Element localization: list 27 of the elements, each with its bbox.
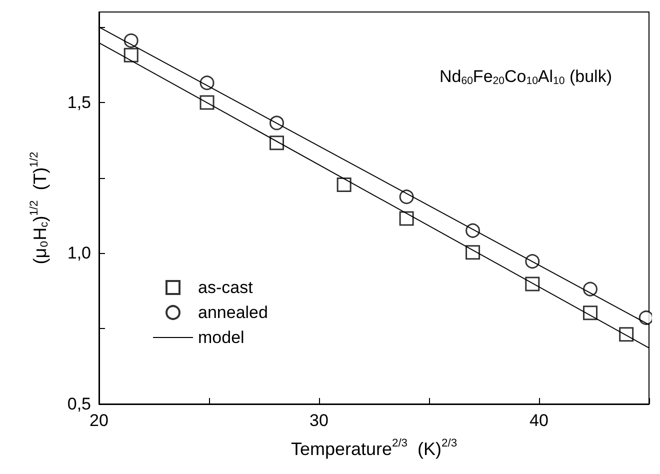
point — [525, 276, 540, 292]
point — [270, 116, 284, 130]
legend-label: model — [198, 328, 244, 347]
y-axis-title: (μ₀Hc)1/2 (T)1/2 — [28, 152, 51, 264]
x-tick-label: 40 — [530, 411, 548, 430]
point — [200, 76, 214, 90]
point — [399, 211, 414, 226]
point — [638, 310, 652, 326]
x-tick-label: 30 — [310, 411, 328, 430]
legend-label: as-cast — [198, 278, 254, 297]
legend-label: annealed — [198, 303, 268, 322]
point — [399, 190, 414, 204]
x-tick-label: 20 — [90, 411, 108, 430]
point — [583, 306, 598, 320]
point — [124, 48, 138, 62]
point — [466, 245, 480, 260]
point — [336, 178, 352, 192]
y-tick-label: 1,0 — [67, 244, 91, 263]
point — [124, 33, 138, 48]
point — [200, 95, 214, 110]
point — [525, 254, 540, 269]
point — [270, 136, 284, 150]
point — [466, 223, 480, 238]
point — [619, 327, 634, 342]
y-tick-label: 0,5 — [67, 394, 91, 414]
y-tick-label: 1,5 — [67, 92, 91, 112]
point — [583, 282, 598, 296]
